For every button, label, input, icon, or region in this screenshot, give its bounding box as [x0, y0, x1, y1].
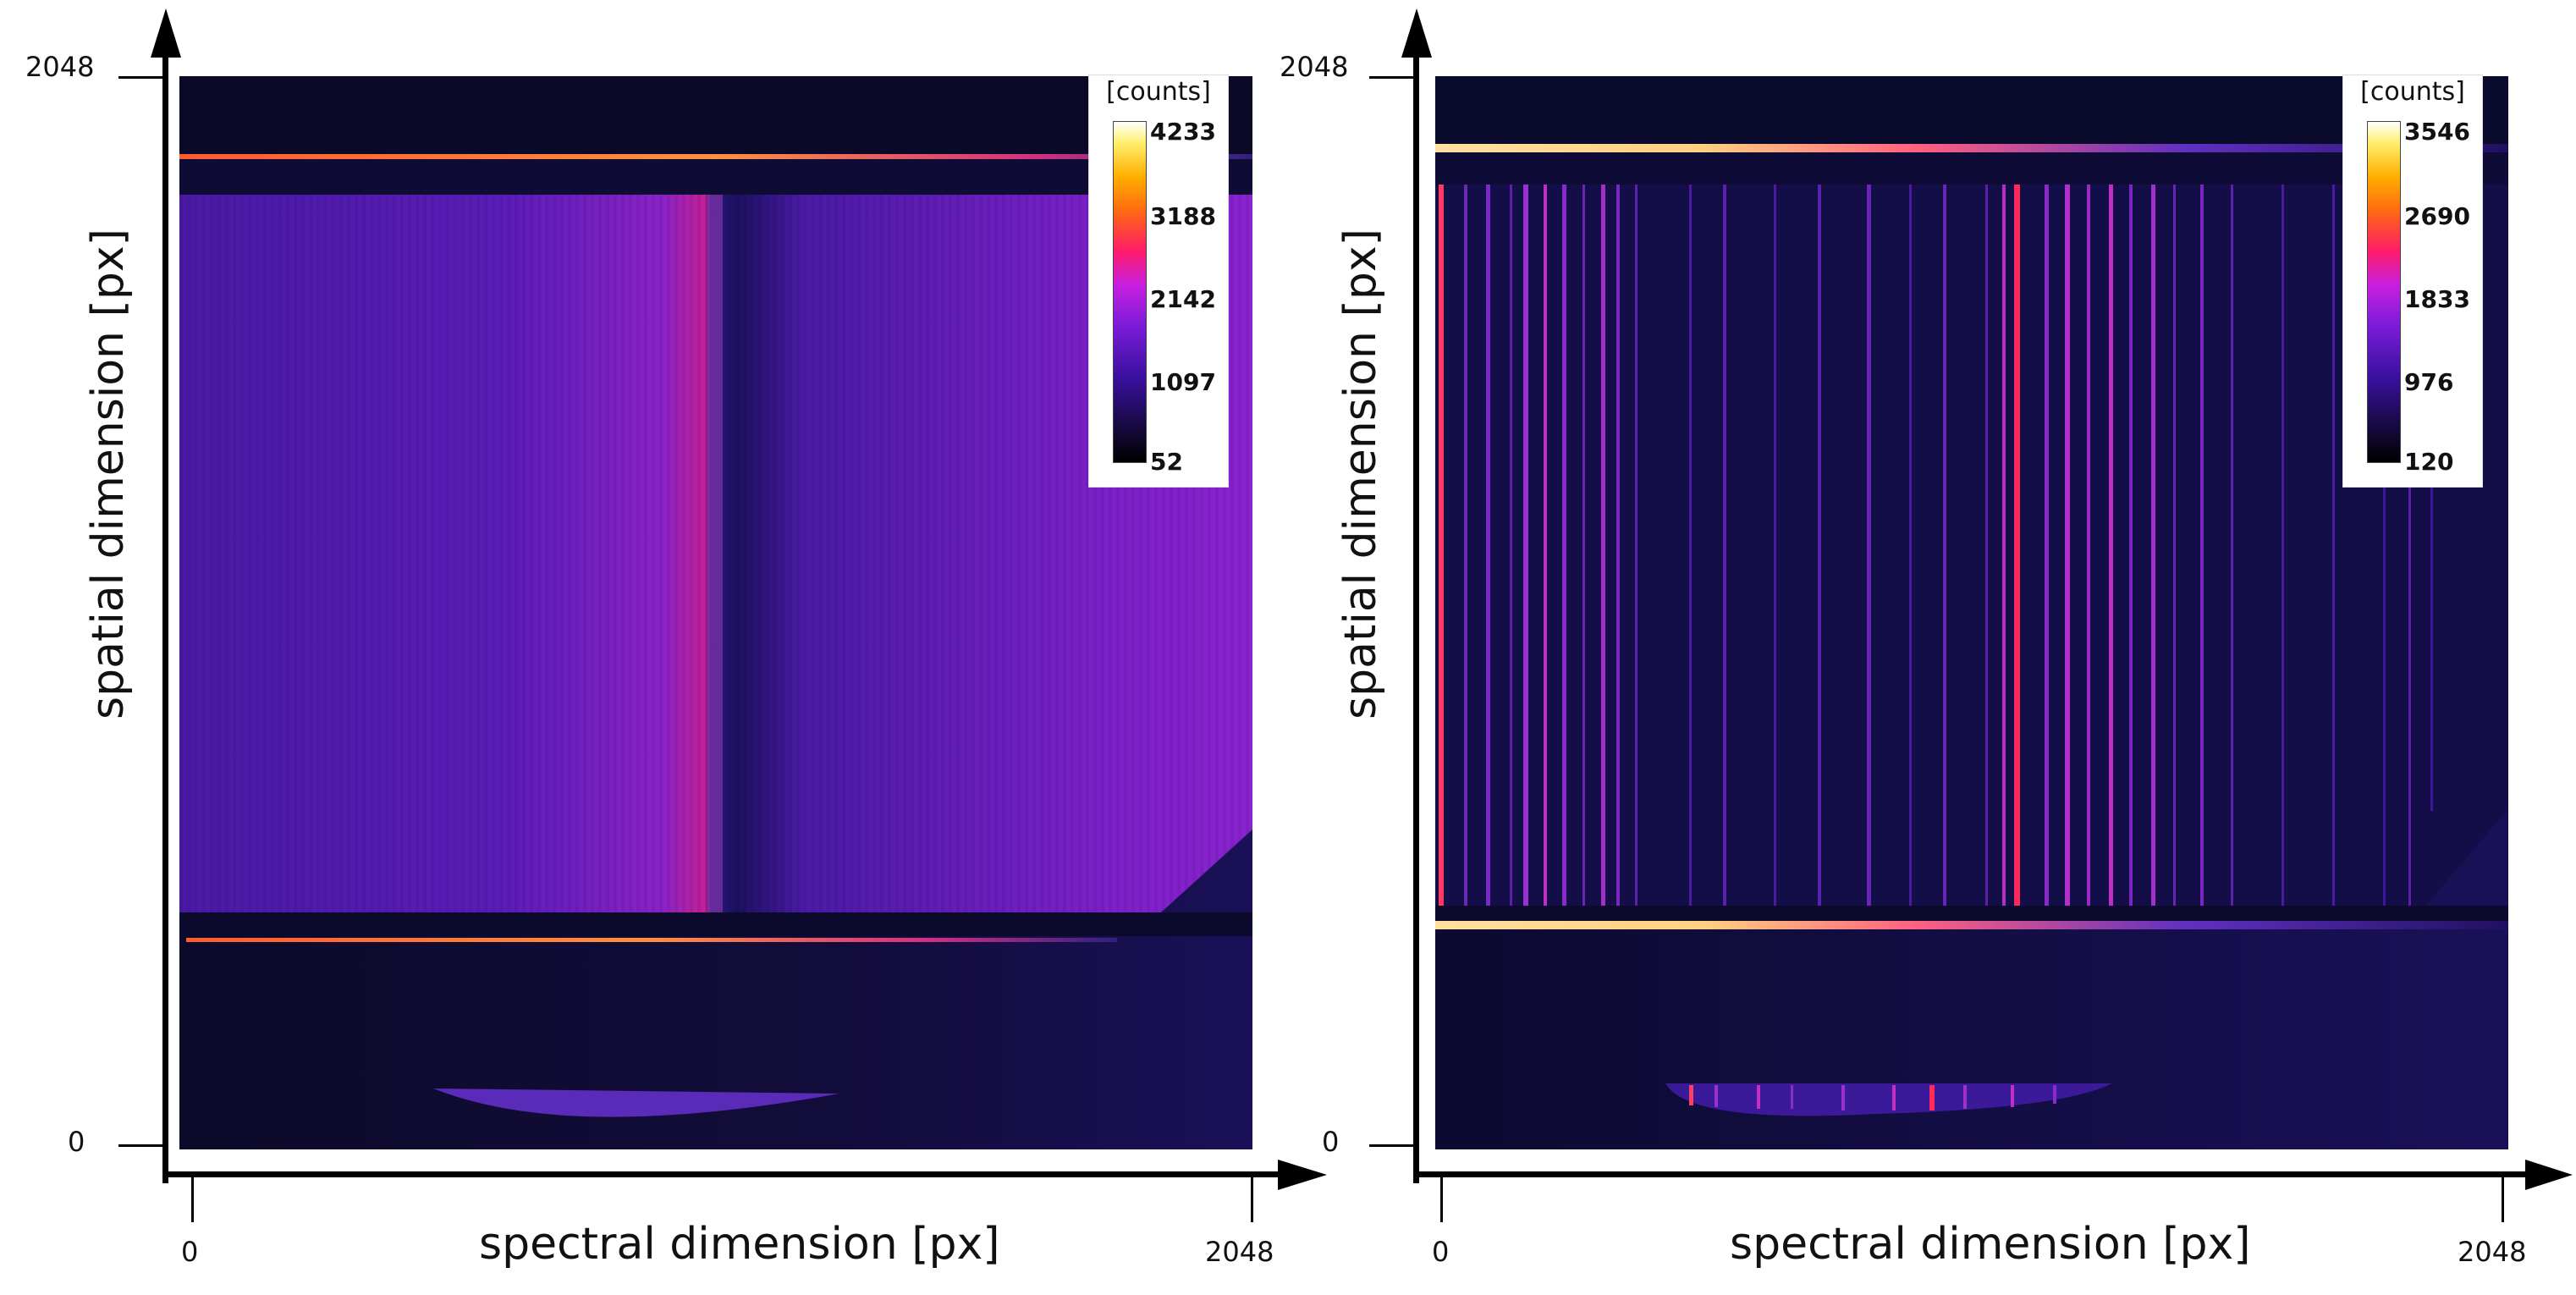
colorbar-value: 52 — [1150, 448, 1183, 476]
y-axis-arrowhead — [1401, 8, 1432, 58]
x-tick-label-max: 2048 — [1205, 1236, 1274, 1268]
x-tick-max — [1251, 1175, 1253, 1222]
left-panel: 2048 0 0 2048 spatial dimension [px] spe… — [25, 8, 1327, 1270]
x-axis-label: spectral dimension [px] — [479, 1219, 1000, 1270]
y-axis-label: spatial dimension [px] — [83, 229, 134, 719]
y-tick-label-min: 0 — [1322, 1126, 1340, 1158]
y-tick-max — [118, 76, 166, 79]
colorbar-value: 976 — [2404, 368, 2454, 396]
y-tick-label-max: 2048 — [25, 51, 95, 83]
x-tick-label-min: 0 — [181, 1236, 199, 1268]
y-tick-max — [1369, 76, 1417, 79]
colorbar-unit: [counts] — [1106, 77, 1211, 107]
x-axis-arrowhead — [2525, 1160, 2573, 1190]
x-tick-max — [2502, 1175, 2504, 1222]
x-tick-min — [1440, 1175, 1443, 1222]
x-axis-label: spectral dimension [px] — [1730, 1219, 2251, 1270]
colorbar-gradient — [1113, 121, 1147, 463]
colorbar-unit: [counts] — [2360, 77, 2465, 107]
colorbar-value: 3546 — [2404, 118, 2470, 146]
colorbar-value: 1097 — [1150, 368, 1216, 396]
colorbar-value: 2690 — [2404, 202, 2470, 230]
x-tick-min — [191, 1175, 194, 1222]
colorbar: [counts] 4233 3188 2142 1097 52 — [1088, 74, 1229, 488]
y-axis-label: spatial dimension [px] — [1335, 229, 1386, 719]
detector-image-right — [1435, 76, 2508, 1149]
y-tick-label-max: 2048 — [1280, 51, 1349, 83]
colorbar-value: 3188 — [1150, 202, 1216, 230]
y-tick-min — [1369, 1144, 1417, 1147]
colorbar-value: 1833 — [2404, 285, 2470, 313]
colorbar-gradient — [2367, 121, 2401, 463]
y-tick-min — [118, 1144, 166, 1147]
colorbar-value: 2142 — [1150, 285, 1216, 313]
y-axis-line — [162, 30, 168, 1183]
x-axis-arrowhead — [1278, 1160, 1327, 1190]
y-axis-arrowhead — [151, 8, 181, 58]
x-axis-line — [162, 1171, 1315, 1177]
detector-image-left — [179, 76, 1252, 1149]
y-tick-label-min: 0 — [68, 1126, 85, 1158]
emission-lines — [1439, 185, 2433, 906]
x-tick-label-min: 0 — [1432, 1236, 1450, 1268]
x-tick-label-max: 2048 — [2458, 1236, 2527, 1268]
y-axis-line — [1413, 30, 1419, 1183]
colorbar-value: 120 — [2404, 448, 2454, 476]
colorbar: [counts] 3546 2690 1833 976 120 — [2342, 74, 2483, 488]
right-panel: 2048 0 0 2048 spatial dimension [px] spe… — [1280, 0, 2576, 1295]
x-axis-line — [1413, 1171, 2539, 1177]
colorbar-value: 4233 — [1150, 118, 1216, 146]
